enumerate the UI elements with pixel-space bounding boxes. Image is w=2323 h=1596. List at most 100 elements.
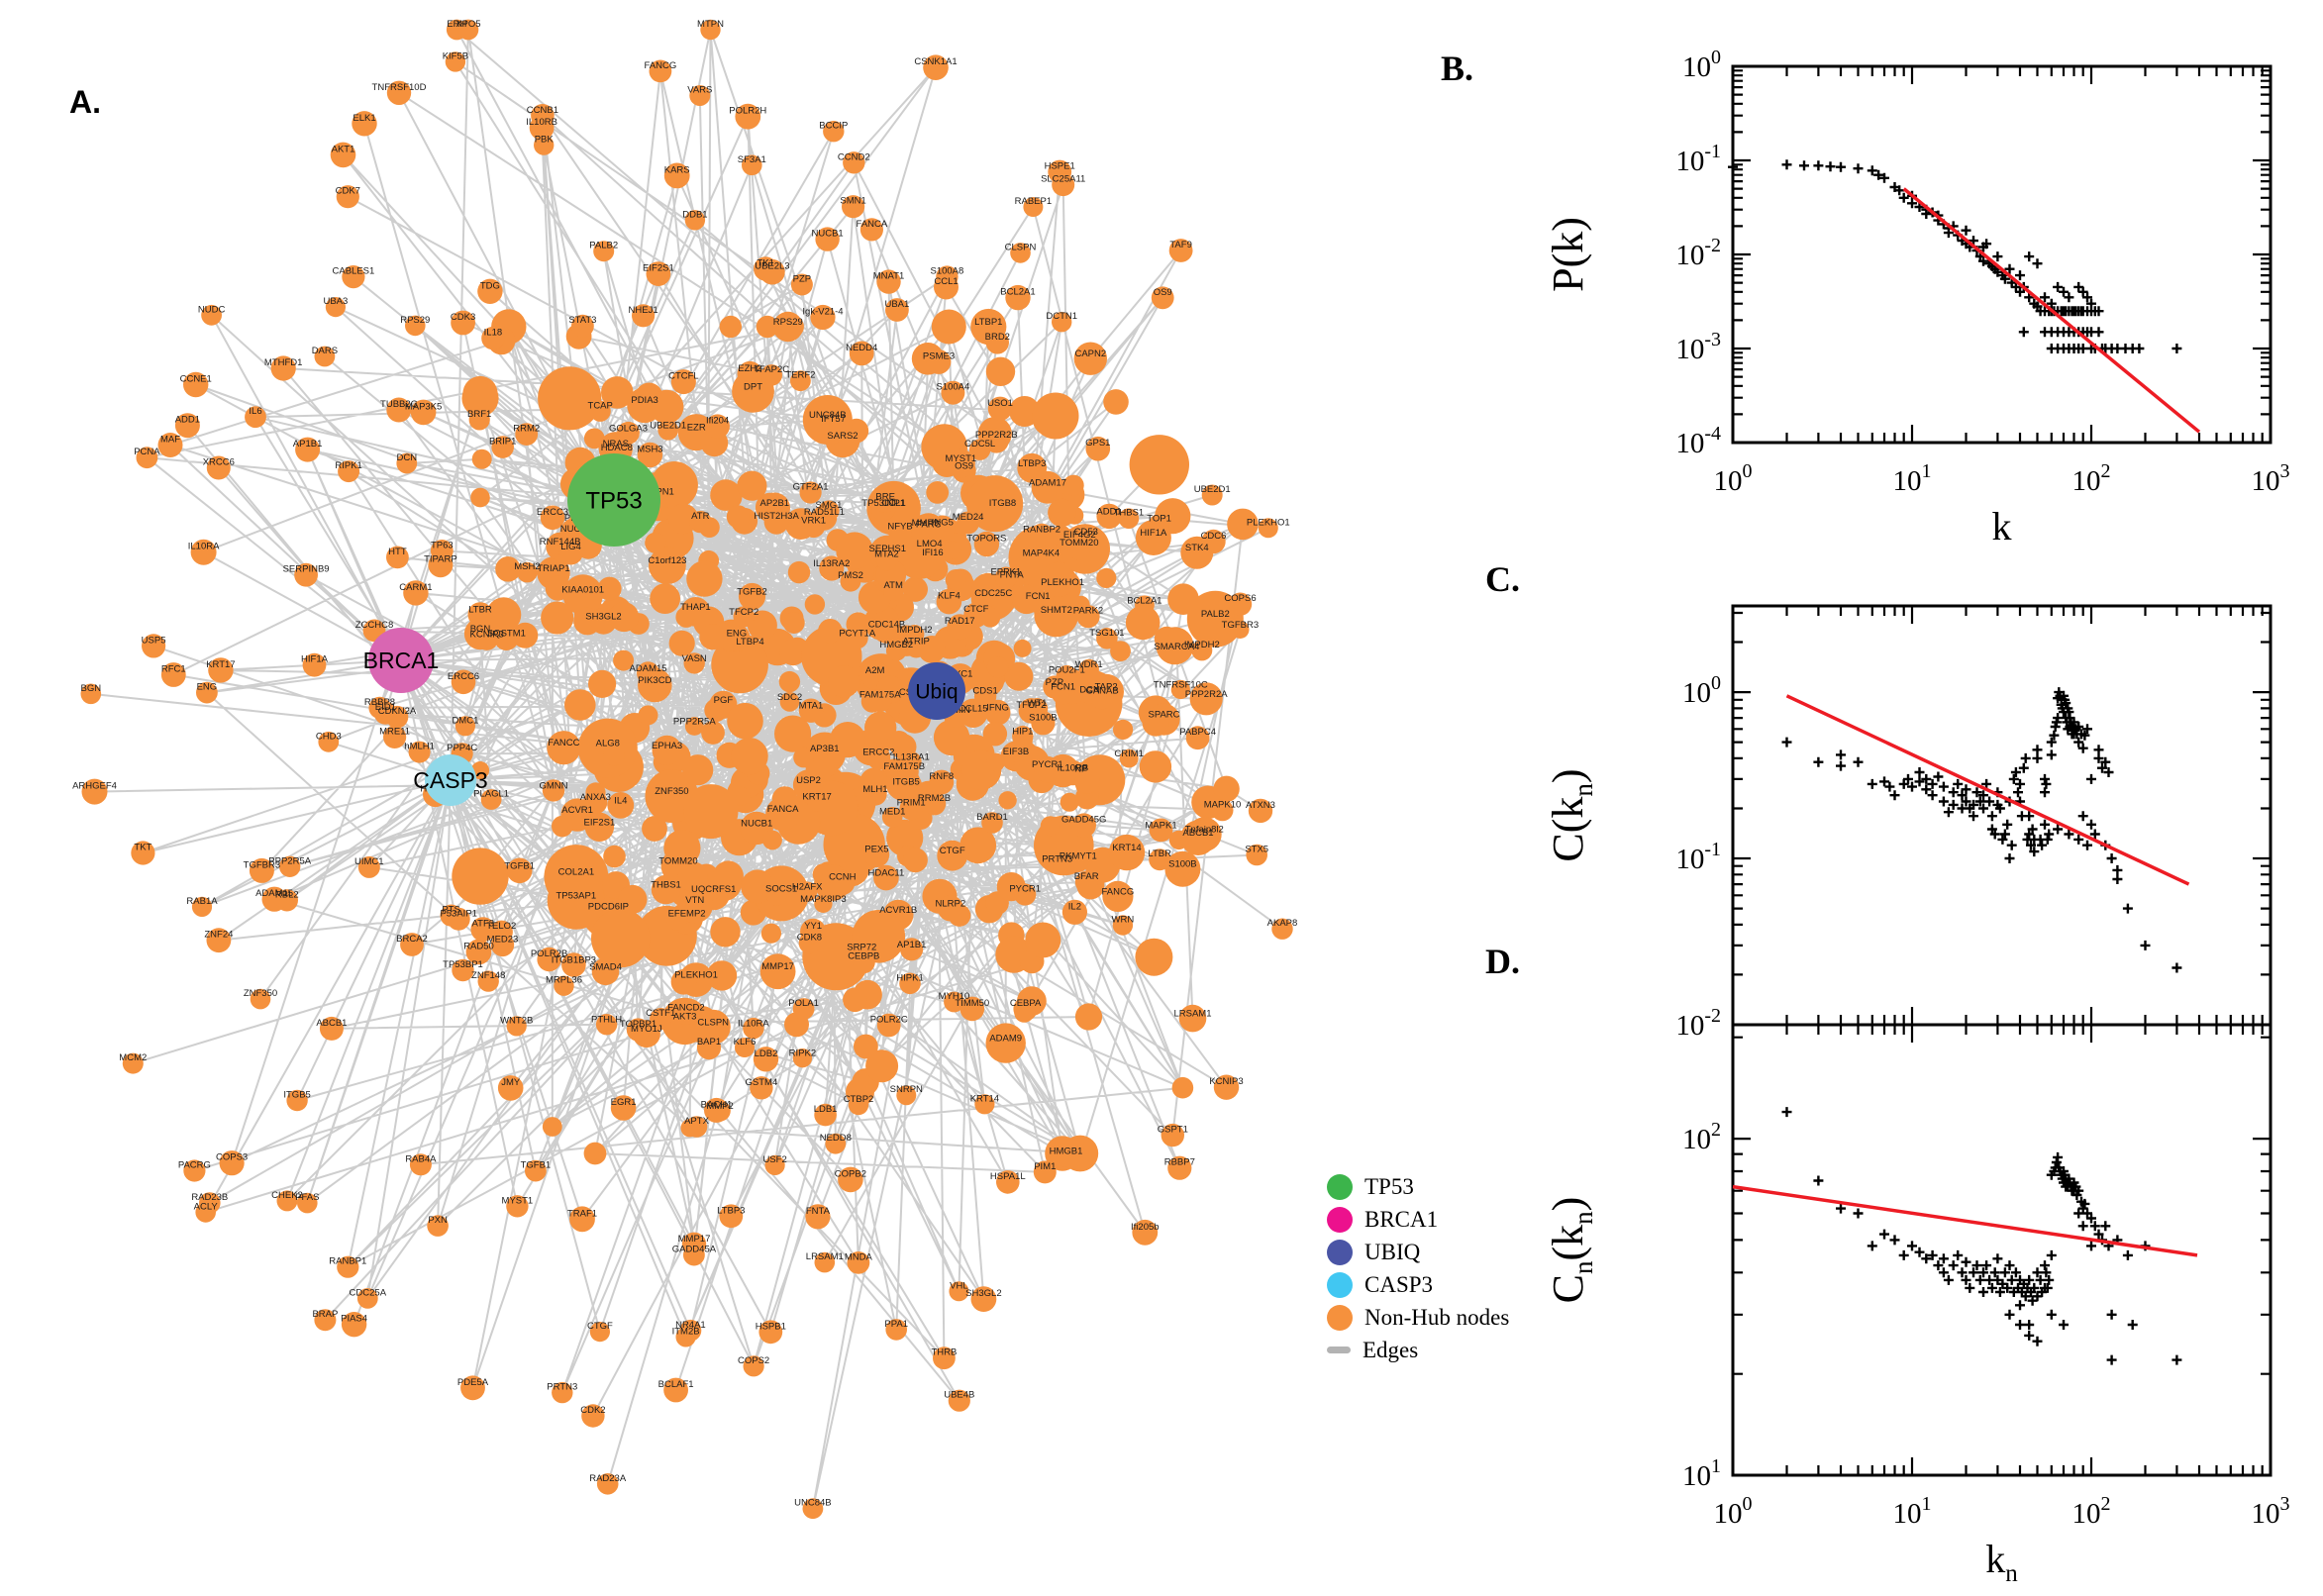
network-node-label: BRIP1	[489, 437, 516, 448]
network-node-label: MCM2	[119, 1052, 147, 1063]
network-node-label: TNFRSF10C	[1154, 680, 1208, 691]
network-node-label: KARS	[664, 164, 690, 175]
network-node-label: PYCR1	[1009, 884, 1041, 895]
network-node	[250, 988, 271, 1010]
network-node	[742, 154, 762, 176]
network-node	[683, 652, 705, 674]
network-node-label: HIPK1	[896, 972, 923, 983]
network-node	[649, 59, 672, 83]
network-node-label: ZNF148	[471, 970, 505, 981]
network-node-label: HSPB1	[756, 1321, 786, 1332]
network-node-label: TRIAP1	[537, 563, 569, 574]
network-node	[854, 1034, 878, 1059]
network-node-label: MYST1	[502, 1195, 534, 1206]
node-swatch-icon	[1327, 1173, 1353, 1200]
network-node-label: GSPT1	[1158, 1125, 1188, 1136]
tick-label: 100	[1682, 47, 1721, 83]
network-node-label: CDC25C	[974, 588, 1012, 599]
network-node-label: OS9	[1154, 287, 1172, 298]
network-node-label: WT1	[1027, 698, 1047, 709]
network-node-label: PIM1	[1034, 1161, 1056, 1172]
network-node	[933, 719, 970, 756]
network-node-label: PTHLH	[591, 1015, 622, 1026]
network-node	[846, 612, 870, 637]
network-node-label: YY1	[804, 921, 822, 932]
network-node	[561, 952, 586, 977]
network-node-label: KLF4	[938, 591, 960, 602]
network-node-label: BARD1	[976, 812, 1008, 823]
network-node-label: TNFRSF10D	[372, 82, 427, 93]
network-node-label: MED1	[879, 806, 905, 817]
network-node	[727, 702, 763, 740]
network-node-label: POLR2H	[729, 106, 766, 117]
network-node-label: THBS1	[1114, 508, 1145, 519]
network-node	[650, 389, 684, 425]
network-node-label: PYCR1	[1032, 759, 1063, 770]
network-node	[677, 861, 708, 892]
network-node	[330, 142, 356, 168]
network-node-label: EPHA3	[652, 741, 682, 751]
network-node-label: AP1B1	[897, 940, 927, 950]
network-node	[183, 371, 209, 398]
network-node	[759, 258, 785, 285]
network-node-label: MYST1	[946, 453, 977, 464]
hub-node-label-brca1: BRCA1	[363, 648, 440, 673]
network-node-label: DCN	[1079, 685, 1100, 696]
network-node-label: RAD51L1	[804, 507, 845, 518]
network-node-label: CSTF1	[646, 1008, 675, 1019]
network-node	[800, 918, 827, 945]
network-node-label: SNRPN	[890, 1084, 923, 1095]
network-node-label: TOMM20	[658, 856, 697, 867]
network-node	[863, 604, 900, 641]
network-node	[649, 547, 686, 585]
network-node-label: EZH2	[738, 363, 761, 374]
network-node	[945, 569, 966, 591]
network-node-label: RPS29	[400, 315, 430, 326]
network-node	[852, 950, 875, 974]
network-node-label: CHD3	[316, 731, 342, 742]
network-node-label: AP1B1	[293, 439, 323, 449]
network-node	[1258, 518, 1278, 539]
network-node-label: CCNH	[829, 871, 857, 882]
network-node-label: IL13RA2	[813, 558, 850, 569]
network-node	[843, 151, 865, 174]
network-node	[902, 848, 928, 873]
network-node	[554, 975, 574, 996]
network-node	[160, 662, 186, 687]
fit-line	[1785, 694, 2190, 886]
hub-node-brca1	[368, 628, 434, 693]
network-node	[1135, 938, 1173, 976]
network-node	[883, 580, 904, 602]
network-node-label: ITGB1BP3	[552, 955, 596, 966]
network-node	[1149, 818, 1173, 843]
network-node-label: MTHFD1	[264, 357, 303, 368]
network-node	[874, 491, 896, 513]
network-node	[663, 1377, 688, 1403]
network-node	[157, 433, 183, 457]
network-node-label: EFEMP2	[668, 908, 706, 919]
network-node	[596, 1473, 619, 1495]
network-node-label: AP3B1	[810, 744, 840, 754]
network-node-label: PZP	[1046, 677, 1063, 688]
network-node	[810, 304, 836, 331]
network-node	[1151, 286, 1174, 310]
network-node-label: KRT14	[1112, 843, 1141, 853]
network-node-label: PPP2R5A	[268, 855, 311, 866]
network-node	[763, 509, 789, 535]
network-node	[1108, 834, 1146, 871]
network-node-label: S100A4	[936, 382, 969, 393]
network-node-label: GADD45A	[672, 1245, 717, 1255]
network-node-label: PACRG	[178, 1160, 211, 1171]
network-node-label: LTBR	[1148, 848, 1171, 859]
network-node-label: UBA1	[884, 299, 909, 310]
network-node	[896, 1085, 917, 1106]
network-node	[1040, 816, 1060, 837]
network-node	[881, 807, 903, 828]
network-node-label: FNTA	[1000, 570, 1025, 581]
network-node	[985, 331, 1009, 354]
network-node	[819, 555, 845, 581]
tick-label: 10-3	[1675, 329, 1721, 365]
network-node	[905, 636, 928, 658]
network-node	[297, 1192, 318, 1214]
network-node	[445, 51, 466, 72]
